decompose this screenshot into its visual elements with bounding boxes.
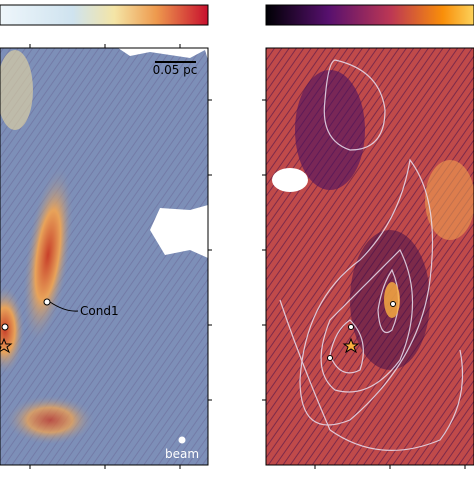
scale-bar-label: 0.05 pc bbox=[153, 63, 198, 77]
condensation-label: Cond1 bbox=[80, 304, 119, 318]
left-panel: 0.05 pc Cond1 beam bbox=[0, 47, 209, 466]
beam-label: beam bbox=[165, 447, 199, 461]
right-panel bbox=[265, 47, 474, 466]
colorbar bbox=[265, 4, 474, 26]
axis-ticks bbox=[29, 44, 466, 469]
colorbar bbox=[0, 4, 209, 26]
